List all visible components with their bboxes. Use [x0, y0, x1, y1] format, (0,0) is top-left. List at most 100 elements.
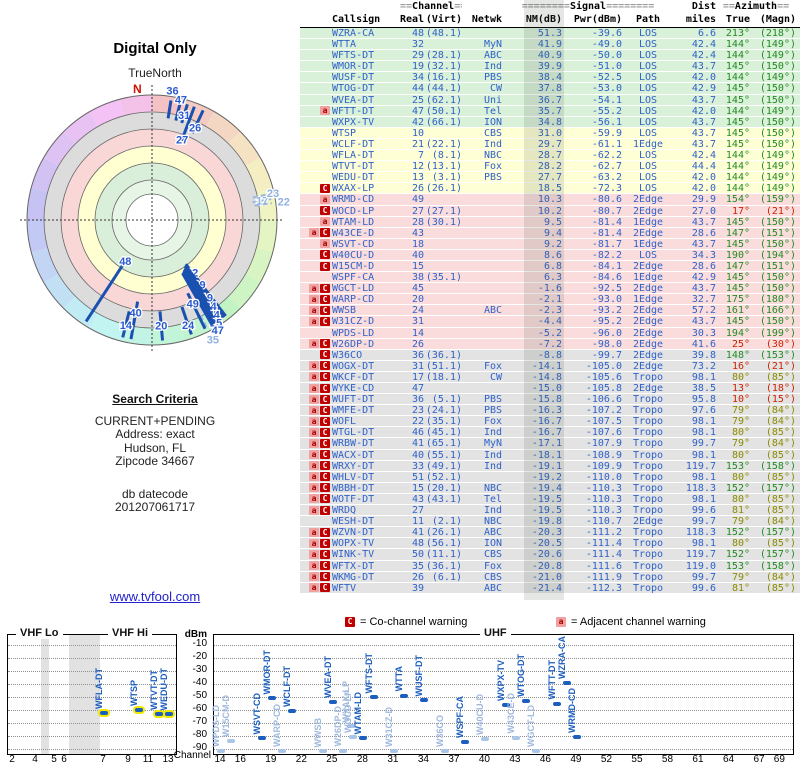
- adjacent-warning-badge: a: [309, 561, 319, 571]
- cell-power: -84.6: [591, 272, 622, 283]
- cell-callsign: WARP-CD: [332, 294, 375, 305]
- cell-virtual-channel: (32.1): [425, 61, 462, 72]
- tvfool-link[interactable]: www.tvfool.com: [109, 589, 201, 604]
- criteria-line: Hudson, FL: [123, 440, 187, 455]
- cell-noise-margin: 28.7: [537, 150, 562, 161]
- cochannel-warning-badge: C: [320, 383, 330, 393]
- spoke-channel-label: 20: [155, 321, 167, 333]
- cell-azimuth-magnetic: (149°): [759, 172, 796, 183]
- cell-power: -50.0: [591, 50, 622, 61]
- adjacent-warning-badge: a: [320, 239, 330, 249]
- cell-callsign: WTSP: [332, 127, 357, 138]
- cell-noise-margin: 34.8: [537, 116, 562, 127]
- cell-path: LOS: [638, 61, 658, 72]
- cell-azimuth-true: 80°: [731, 493, 750, 505]
- cell-azimuth-true: 17°: [731, 205, 750, 216]
- cell-power: -105.6: [585, 371, 622, 382]
- cell-distance: 99.7: [691, 516, 716, 527]
- cell-callsign: WGCT-LD: [332, 283, 375, 294]
- grid-line: [8, 645, 176, 646]
- table-row: a C WINK-TV 50 (11.1) CBS -20.6 -111.4 Tropo 119.…: [300, 549, 800, 561]
- warning-markers: [300, 72, 332, 82]
- station-marker-label: WGCT-LD: [526, 705, 537, 747]
- cell-callsign: WFTS-DT: [332, 50, 375, 61]
- table-row: a WTAM-LD 28 (30.1) 9.5 -81.4 1Edge 43.7 145° (15…: [300, 216, 800, 228]
- cell-callsign: WRDQ: [332, 505, 357, 516]
- cell-power: -39.6: [591, 28, 622, 39]
- cell-network: Tel: [483, 105, 502, 116]
- cell-power: -111.6: [585, 560, 622, 571]
- cell-distance: 29.9: [691, 194, 716, 205]
- cochannel-warning-badge: C: [320, 305, 330, 315]
- table-row: a WRMD-CD 49 10.3 -80.6 2Edge 29.9 154° (159°): [300, 194, 800, 206]
- table-row: a C WOTF-DT 43 (43.1) Tel -19.5 -110.3 Tropo 98.1…: [300, 493, 800, 506]
- station-marker: [501, 702, 510, 707]
- cell-distance: 57.2: [691, 305, 716, 316]
- station-marker: [155, 711, 163, 716]
- cell-distance: 30.3: [691, 327, 716, 338]
- cell-distance: 98.1: [691, 471, 716, 482]
- station-table-header: ==Channel== ========Signal======== Dist ==A…: [300, 0, 800, 28]
- cell-azimuth-magnetic: (85°): [765, 371, 796, 382]
- cell-callsign: WUFT-DT: [332, 394, 375, 405]
- cell-power: -81.4: [591, 227, 622, 238]
- cell-path: Tropo: [632, 416, 664, 427]
- cell-callsign: W40CU-D: [332, 249, 375, 260]
- cell-real-channel: 51: [411, 471, 424, 482]
- cell-real-channel: 13: [411, 172, 424, 183]
- station-spoke: [129, 301, 140, 340]
- cell-azimuth-true: 153°: [725, 560, 750, 571]
- cell-network: ABC: [483, 50, 502, 61]
- table-header-groups: ==Channel== ========Signal======== Dist ==A…: [300, 0, 800, 13]
- cell-real-channel: 36: [411, 394, 424, 405]
- cell-real-channel: 26: [411, 571, 424, 582]
- cochannel-warning-badge: C: [320, 316, 330, 326]
- cell-azimuth-magnetic: (150°): [759, 116, 796, 127]
- cell-real-channel: 45: [411, 283, 424, 294]
- cell-network: PBS: [483, 394, 502, 405]
- cell-callsign: WFTT-DT: [332, 105, 375, 116]
- cell-virtual-channel: (48.1): [425, 28, 462, 39]
- cell-network: [462, 283, 502, 293]
- cell-real-channel: 40: [411, 249, 424, 260]
- warning-markers: [300, 328, 332, 338]
- station-spoke: [252, 198, 272, 204]
- cell-path: Tropo: [632, 471, 664, 482]
- table-row: WXPX-TV 42 (66.1) ION 34.8 -56.1 LOS 43.7 145° (1…: [300, 116, 800, 128]
- cell-azimuth-true: 144°: [725, 39, 750, 50]
- cell-distance: 119.7: [685, 549, 716, 560]
- station-marker: [481, 736, 490, 741]
- cell-virtual-channel: (8.1): [431, 150, 462, 161]
- cell-azimuth-true: 80°: [731, 427, 750, 438]
- cell-network: MyN: [483, 39, 502, 50]
- station-spoke: [84, 259, 128, 323]
- station-marker: [522, 698, 531, 703]
- station-marker: [532, 749, 541, 753]
- cell-real-channel: 25: [411, 94, 424, 105]
- table-row: a C W26DP-D 26 -7.2 -98.0 2Edge 41.6 25° (30°): [300, 338, 800, 350]
- cell-real-channel: 43: [411, 227, 424, 238]
- cell-real-channel: 47: [411, 105, 424, 116]
- cell-azimuth-magnetic: (18°): [765, 383, 796, 394]
- cell-noise-margin: -16.7: [531, 427, 562, 438]
- cell-network: [462, 228, 502, 238]
- cell-azimuth-magnetic: (151°): [759, 227, 796, 238]
- cell-noise-margin: -17.1: [531, 438, 562, 449]
- cell-distance: 119.7: [685, 460, 716, 471]
- cell-path: LOS: [638, 83, 658, 94]
- cell-power: -51.0: [591, 61, 622, 72]
- cochannel-warning-badge: C: [320, 294, 330, 304]
- cell-power: -110.0: [585, 471, 622, 482]
- dbm-tick-label: -10: [192, 638, 207, 649]
- table-row: a WSVT-CD 18 9.2 -81.7 1Edge 43.7 145° (150°): [300, 238, 800, 250]
- station-marker: [572, 734, 581, 739]
- cell-azimuth-magnetic: (149°): [759, 183, 796, 194]
- cell-noise-margin: 28.2: [537, 161, 562, 172]
- cell-power: -109.9: [585, 460, 622, 471]
- cell-network: Tel: [483, 493, 502, 505]
- table-row: WEDU-DT 13 (3.1) PBS 27.7 -63.2 LOS 42.0 144° (14…: [300, 172, 800, 184]
- cell-distance: 42.9: [691, 272, 716, 283]
- cell-azimuth-true: 213°: [725, 28, 750, 39]
- cell-path: Tropo: [632, 438, 664, 449]
